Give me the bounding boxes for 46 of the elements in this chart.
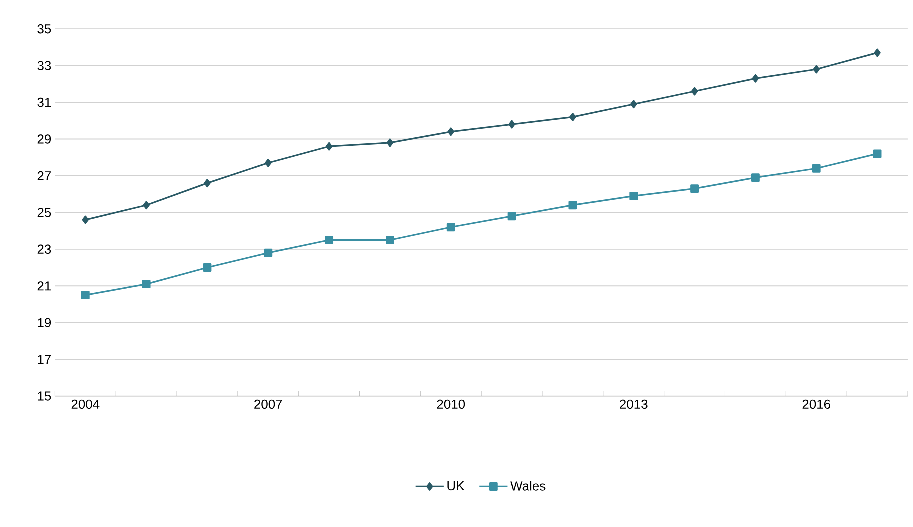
point <box>82 216 90 224</box>
point <box>508 120 516 129</box>
point <box>690 184 699 194</box>
y-tick-label: 33 <box>38 61 52 71</box>
point <box>264 249 273 258</box>
point <box>203 264 212 272</box>
y-tick-label: 27 <box>38 172 51 181</box>
point <box>142 280 151 289</box>
y-tick-label: 17 <box>38 355 51 364</box>
point <box>874 48 881 58</box>
y-tick-label: 29 <box>38 134 52 144</box>
y-tick-label: 19 <box>38 318 52 328</box>
point <box>630 100 638 109</box>
point <box>204 179 211 188</box>
point <box>265 159 272 168</box>
point <box>326 142 333 151</box>
point <box>812 164 821 173</box>
x-tick-label: 2013 <box>620 400 648 410</box>
point <box>630 192 638 201</box>
point <box>448 128 454 136</box>
point <box>81 291 90 300</box>
x-tick-label: 2004 <box>72 400 100 410</box>
point <box>386 236 394 245</box>
point <box>143 201 150 210</box>
y-tick-label: 31 <box>38 98 52 108</box>
point <box>691 87 698 96</box>
y-tick-label: 25 <box>38 208 52 218</box>
y-tick-label: 15 <box>38 392 52 401</box>
y-tick-label: 23 <box>38 244 52 254</box>
point <box>570 113 576 122</box>
point <box>752 74 760 84</box>
x-tick-label: 2010 <box>437 400 466 410</box>
point <box>446 223 456 232</box>
point <box>813 65 820 74</box>
point <box>386 138 394 148</box>
x-tick-label: 2007 <box>254 400 282 410</box>
legend-label: UK <box>448 482 465 491</box>
point <box>751 174 760 182</box>
point <box>568 201 578 210</box>
x-tick-label: 2016 <box>802 400 830 410</box>
point <box>325 236 334 245</box>
y-tick-label: 35 <box>38 24 52 34</box>
legend-label: Wales <box>510 481 546 491</box>
point <box>508 212 516 221</box>
point <box>873 150 882 158</box>
y-tick-label: 21 <box>38 282 52 291</box>
